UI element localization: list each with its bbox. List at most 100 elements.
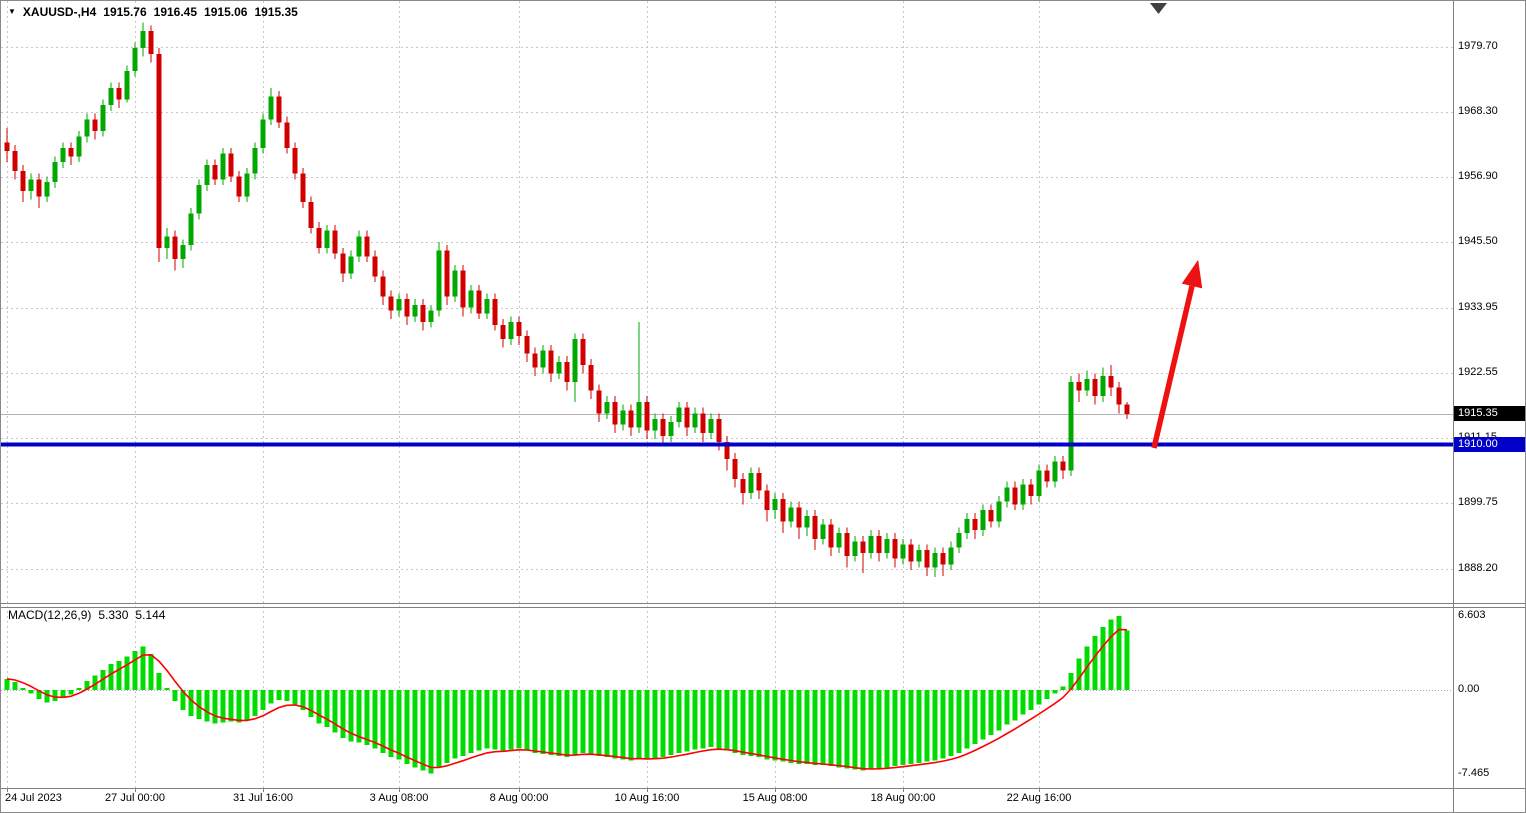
macd-bar [252,690,258,716]
time-axis-label: 27 Jul 00:00 [105,792,165,804]
candle-body [564,361,570,382]
macd-axis-label: -7.465 [1458,767,1490,779]
macd-bar [508,690,514,750]
macd-bar [692,690,698,750]
macd-bar [580,690,586,753]
macd-bar [540,690,546,754]
macd-bar [492,690,498,750]
macd-signal-line [6,628,1128,770]
macd-bar [20,687,26,690]
candle-body [740,478,746,494]
macd-bar [452,690,458,759]
macd-bar [188,690,194,716]
candle-body [756,473,762,491]
candle-body [484,299,490,314]
macd-bar [196,690,202,720]
chart-shift-marker-icon[interactable] [1150,3,1167,14]
macd-bar [804,690,810,764]
candle-body [380,276,386,297]
candle-body [580,339,586,365]
macd-bar [700,690,706,749]
candle-body [388,296,394,311]
macd-bar [660,690,666,758]
candle-body [844,533,850,556]
candle-body [1116,387,1122,405]
macd-bar [12,682,18,690]
candle-body [444,250,450,297]
macd-bar [1092,636,1098,690]
candle-body [836,533,842,548]
macd-bar [468,690,474,753]
candle-body [60,147,66,163]
candle-body [108,88,114,106]
candle-body [156,53,162,248]
macd-bar [612,690,618,759]
candle-body [1052,461,1058,482]
macd-bar [980,690,986,740]
macd-bar [116,660,122,690]
candle-body [668,421,674,437]
candle-body [412,304,418,317]
candle-body [164,236,170,248]
candle-body [356,236,362,257]
macd-bar [44,690,50,703]
candle-body [964,518,970,534]
candle-body [1124,404,1130,415]
macd-histogram [4,616,1130,774]
candle-body [996,501,1002,522]
macd-bar [628,690,634,761]
candle-body [796,507,802,528]
candle-body [188,213,194,245]
candle-body [1012,487,1018,505]
trend-arrow-line[interactable] [1151,285,1195,449]
macd-bar [780,690,786,762]
candle-body [1108,376,1114,388]
macd-bar [484,690,490,749]
candle-body [460,270,466,308]
time-axis-label: 18 Aug 00:00 [870,792,936,804]
macd-bar [348,690,354,742]
candle-body [300,173,306,203]
macd-bar [420,690,426,771]
macd-bar [324,690,330,727]
macd-bar [500,690,506,751]
candle-body [852,541,858,556]
candle-body [604,401,610,414]
macd-bar [436,690,442,768]
level-price-tag: 1910.00 [1454,437,1525,452]
macd-bar [884,690,890,768]
macd-axis-label: 6.603 [1458,609,1486,621]
candle-body [308,202,314,228]
candle-body [76,136,82,157]
ohlc-open-value: 1915.76 [103,5,147,19]
candle-body [908,544,914,562]
candle-body [1100,376,1106,397]
macd-bar [1076,658,1082,690]
macd-bar [684,690,690,752]
candle-body [1068,381,1074,471]
macd-bar [948,690,954,757]
macd-bar [516,690,522,749]
candle-body [988,510,994,522]
macd-bar [204,690,210,722]
candle-wick [638,321,640,434]
candle-body [100,105,106,131]
candle-body [596,390,602,414]
dropdown-triangle-icon[interactable]: ▼ [8,7,16,16]
macd-bar [404,690,410,764]
candle-body [500,324,506,340]
macd-bar [132,650,138,690]
price-axis-label: 1979.70 [1458,40,1498,52]
candle-body [196,185,202,214]
candle-body [868,535,874,554]
macd-bar [556,690,562,757]
candle-body [660,418,666,437]
macd-bar [764,690,770,760]
macd-bar [180,690,186,711]
macd-bar [124,656,130,690]
macd-bar [972,690,978,744]
macd-indicator-name: MACD(12,26,9) [8,608,92,622]
candle-body [588,364,594,391]
macd-bar [244,690,250,721]
